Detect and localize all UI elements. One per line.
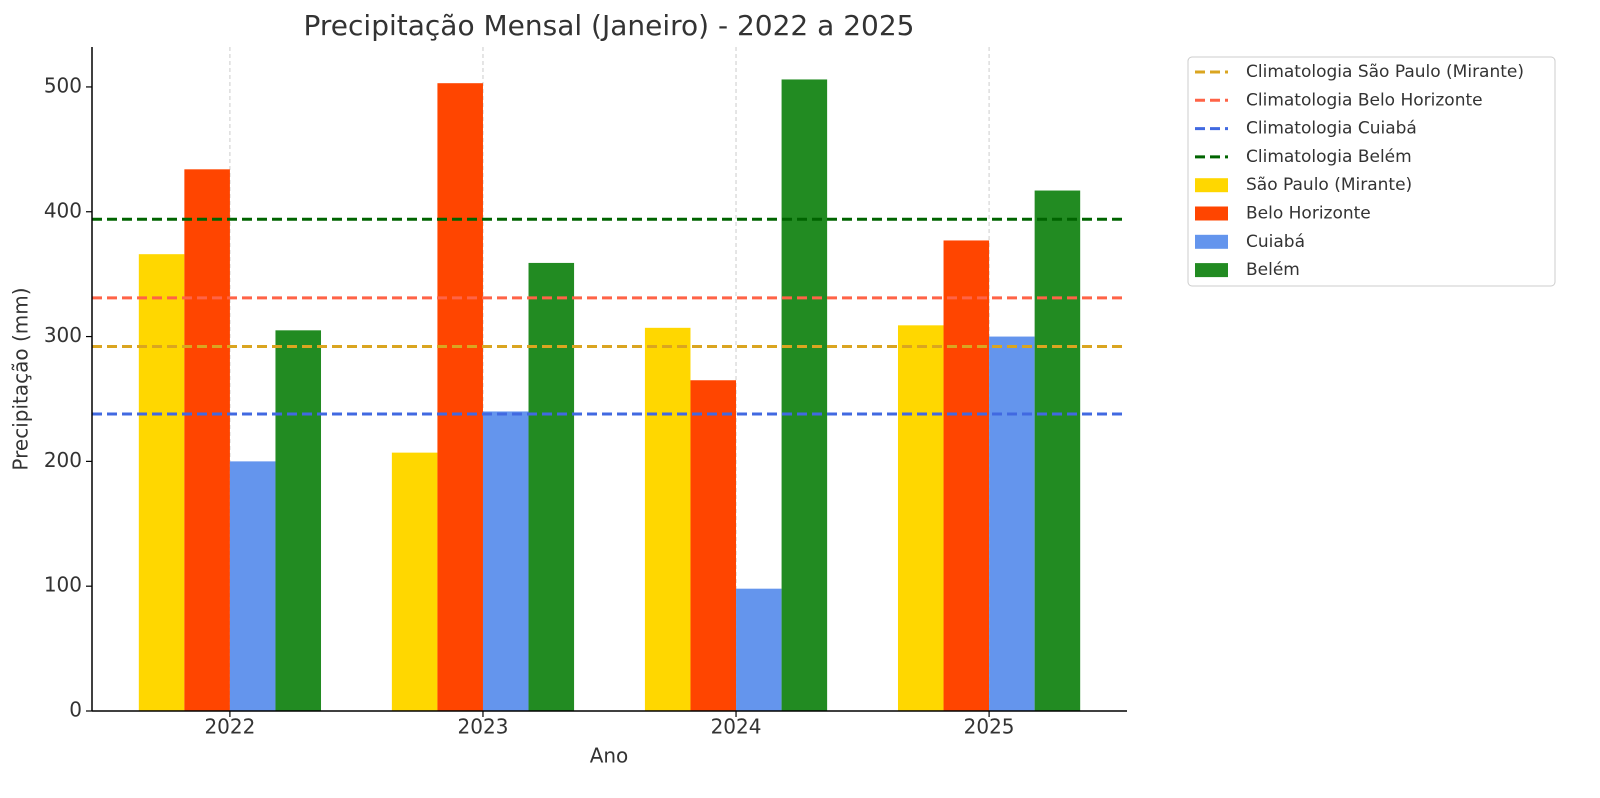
bar	[736, 588, 782, 711]
bar	[897, 325, 944, 711]
y-tick-label: 300	[44, 323, 82, 347]
y-tick-label: 400	[44, 198, 82, 222]
legend-label: Climatologia São Paulo (Mirante)	[1246, 62, 1524, 82]
bar	[1034, 190, 1081, 712]
legend: Climatologia São Paulo (Mirante) Climatol…	[1187, 56, 1556, 287]
x-tick-label: 2025	[964, 715, 1015, 739]
y-tick-label: 500	[44, 73, 82, 97]
x-tick-label: 2023	[458, 715, 509, 739]
bar	[437, 83, 483, 711]
bar	[275, 330, 322, 711]
bar	[229, 461, 276, 711]
legend-label: Climatologia Belo Horizonte	[1246, 90, 1483, 110]
bar	[644, 327, 691, 711]
bar	[989, 336, 1035, 711]
bar	[391, 452, 438, 711]
x-tick-label: 2024	[711, 715, 762, 739]
x-axis-label: Ano	[590, 744, 629, 768]
legend-swatch	[1195, 206, 1228, 221]
y-tick-label: 200	[44, 448, 82, 472]
legend-label: Climatologia Cuiabá	[1246, 119, 1417, 139]
legend-swatch	[1195, 178, 1228, 193]
y-axis-label: Precipitação (mm)	[9, 287, 33, 470]
bar	[781, 79, 828, 712]
legend-label: Cuiabá	[1246, 232, 1305, 252]
bar	[138, 254, 185, 711]
bar	[482, 411, 529, 711]
legend-frame	[1187, 56, 1556, 287]
x-tick-label: 2022	[204, 715, 255, 739]
legend-label: São Paulo (Mirante)	[1246, 175, 1412, 195]
chart-title: Precipitação Mensal (Janeiro) - 2022 a 2…	[304, 9, 915, 42]
bar	[528, 262, 575, 711]
bar	[690, 380, 737, 711]
y-tick-label: 0	[69, 698, 82, 722]
legend-swatch	[1195, 234, 1228, 249]
legend-label: Belém	[1246, 260, 1300, 280]
y-tick-label: 100	[44, 573, 82, 597]
legend-label: Climatologia Belém	[1246, 147, 1412, 167]
bar	[184, 169, 230, 711]
bar	[943, 240, 990, 711]
legend-swatch	[1195, 263, 1228, 278]
legend-label: Belo Horizonte	[1246, 204, 1371, 224]
